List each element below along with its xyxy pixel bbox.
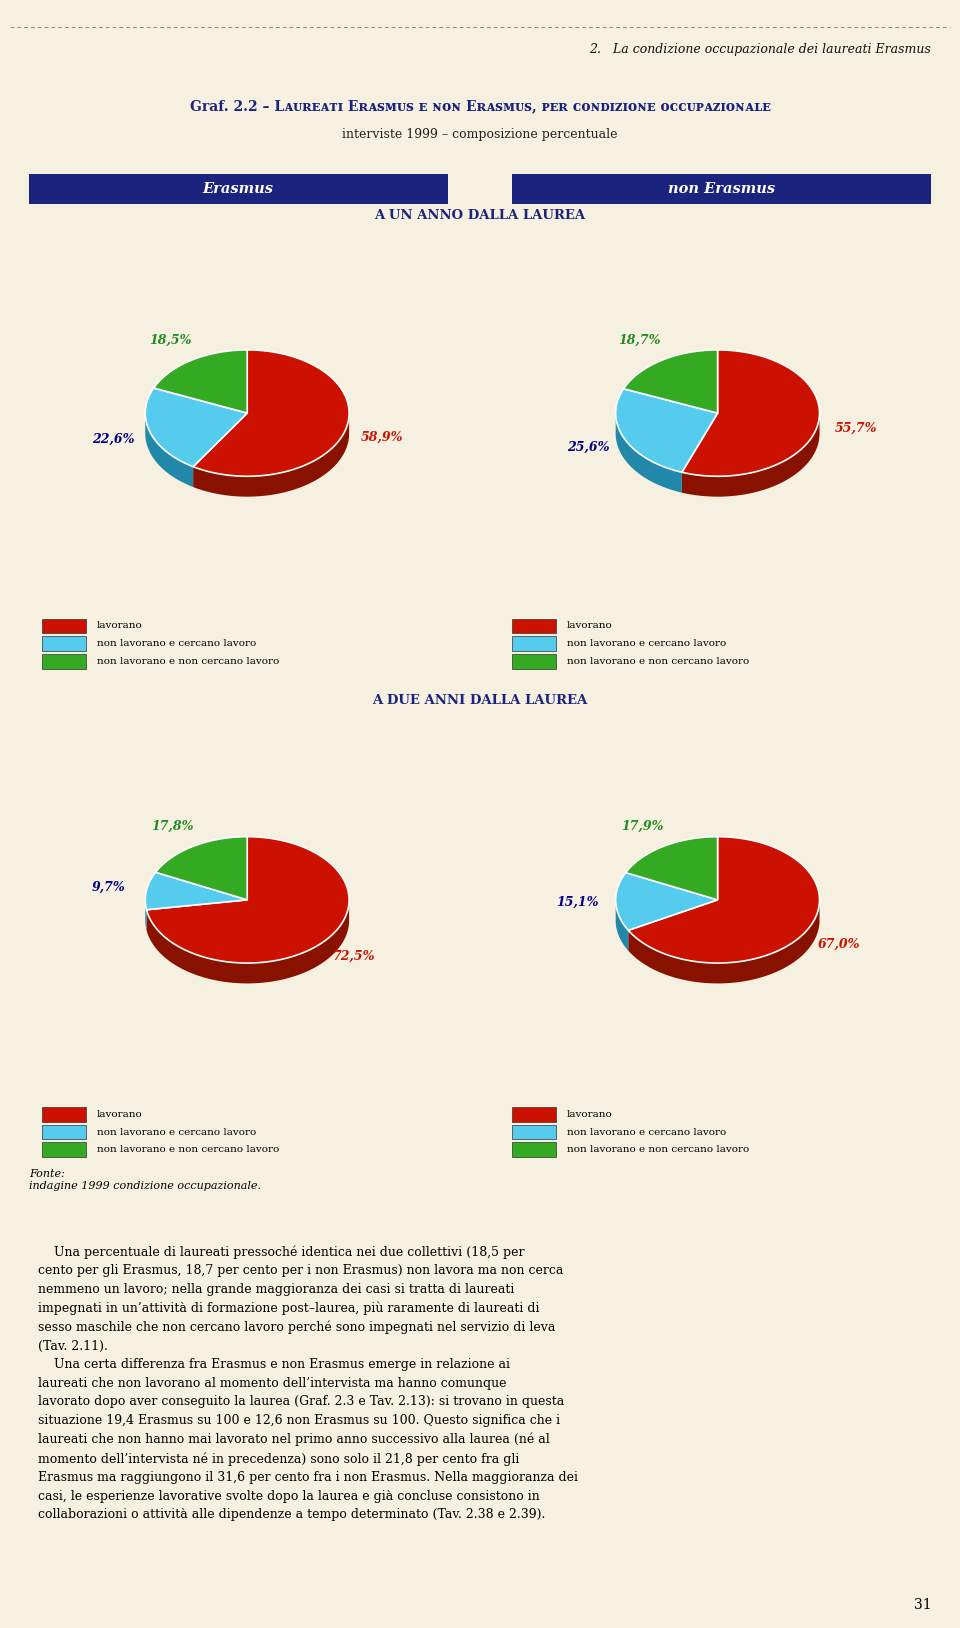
Text: 17,9%: 17,9% (621, 819, 664, 832)
Text: non Erasmus: non Erasmus (668, 182, 776, 195)
Polygon shape (626, 837, 718, 900)
Text: non lavorano e non cercano lavoro: non lavorano e non cercano lavoro (97, 1144, 278, 1154)
Text: non lavorano e cercano lavoro: non lavorano e cercano lavoro (97, 640, 255, 648)
Polygon shape (154, 350, 248, 414)
Text: Graf. 2.2 – Lᴀᴜʀᴇᴀᴛɪ Eʀᴀꜱᴍᴜꜱ ᴇ ɴᴏɴ Eʀᴀꜱᴍᴜꜱ, ᴘᴇʀ ᴄᴏɴᴅɪᴢɪᴏɴᴇ ᴏᴄᴄᴜᴘᴀᴢɪᴏɴᴀʟᴇ: Graf. 2.2 – Lᴀᴜʀᴇᴀᴛɪ Eʀᴀꜱᴍᴜꜱ ᴇ ɴᴏɴ Eʀᴀꜱᴍ… (190, 99, 770, 114)
Polygon shape (147, 837, 349, 964)
Text: interviste 1999 – composizione percentuale: interviste 1999 – composizione percentua… (343, 129, 617, 142)
Polygon shape (193, 350, 349, 477)
FancyBboxPatch shape (42, 637, 85, 651)
Text: 2.   La condizione occupazionale dei laureati Erasmus: 2. La condizione occupazionale dei laure… (589, 42, 931, 55)
Text: 22,6%: 22,6% (91, 433, 134, 446)
Text: 18,5%: 18,5% (149, 334, 191, 347)
FancyBboxPatch shape (513, 1107, 556, 1122)
Polygon shape (682, 350, 820, 477)
Polygon shape (628, 837, 820, 964)
Text: Erasmus: Erasmus (203, 182, 274, 195)
Text: 17,8%: 17,8% (152, 819, 194, 832)
FancyBboxPatch shape (42, 1107, 85, 1122)
Polygon shape (193, 414, 349, 497)
FancyBboxPatch shape (512, 174, 931, 204)
FancyBboxPatch shape (513, 637, 556, 651)
Polygon shape (624, 350, 718, 414)
Polygon shape (145, 414, 193, 487)
FancyBboxPatch shape (42, 619, 85, 633)
Polygon shape (682, 414, 820, 497)
Polygon shape (156, 837, 248, 900)
Polygon shape (145, 387, 248, 467)
Text: 58,9%: 58,9% (361, 431, 403, 444)
Text: 55,7%: 55,7% (835, 422, 877, 435)
Text: non lavorano e non cercano lavoro: non lavorano e non cercano lavoro (567, 656, 749, 666)
Polygon shape (615, 873, 718, 930)
Text: non lavorano e non cercano lavoro: non lavorano e non cercano lavoro (97, 656, 278, 666)
Text: 72,5%: 72,5% (333, 951, 375, 964)
Text: 15,1%: 15,1% (556, 895, 598, 908)
Text: non lavorano e cercano lavoro: non lavorano e cercano lavoro (567, 640, 726, 648)
Polygon shape (615, 900, 628, 951)
FancyBboxPatch shape (513, 1125, 556, 1140)
Text: non lavorano e non cercano lavoro: non lavorano e non cercano lavoro (567, 1144, 749, 1154)
FancyBboxPatch shape (42, 1143, 85, 1158)
Text: Fonte:
indagine 1999 condizione occupazionale.: Fonte: indagine 1999 condizione occupazi… (29, 1169, 261, 1190)
Text: 67,0%: 67,0% (817, 938, 860, 951)
FancyBboxPatch shape (513, 654, 556, 669)
Polygon shape (628, 900, 820, 983)
Text: Una percentuale di laureati pressoché identica nei due collettivi (18,5 per
cent: Una percentuale di laureati pressoché id… (38, 1245, 578, 1521)
FancyBboxPatch shape (29, 174, 448, 204)
Polygon shape (615, 414, 682, 493)
Text: A DUE ANNI DALLA LAUREA: A DUE ANNI DALLA LAUREA (372, 694, 588, 707)
Text: A UN ANNO DALLA LAUREA: A UN ANNO DALLA LAUREA (374, 210, 586, 221)
FancyBboxPatch shape (513, 619, 556, 633)
FancyBboxPatch shape (42, 654, 85, 669)
Text: lavorano: lavorano (567, 1110, 612, 1118)
Text: non lavorano e cercano lavoro: non lavorano e cercano lavoro (97, 1128, 255, 1136)
Polygon shape (615, 389, 718, 472)
Text: non lavorano e cercano lavoro: non lavorano e cercano lavoro (567, 1128, 726, 1136)
Polygon shape (145, 900, 147, 930)
Polygon shape (145, 873, 248, 910)
Text: lavorano: lavorano (567, 622, 612, 630)
Text: lavorano: lavorano (97, 1110, 142, 1118)
FancyBboxPatch shape (513, 1143, 556, 1158)
Text: 31: 31 (914, 1599, 931, 1612)
FancyBboxPatch shape (42, 1125, 85, 1140)
Text: 9,7%: 9,7% (91, 881, 125, 894)
Text: 18,7%: 18,7% (618, 334, 660, 347)
Text: 25,6%: 25,6% (567, 441, 610, 454)
Text: lavorano: lavorano (97, 622, 142, 630)
Polygon shape (147, 900, 349, 983)
